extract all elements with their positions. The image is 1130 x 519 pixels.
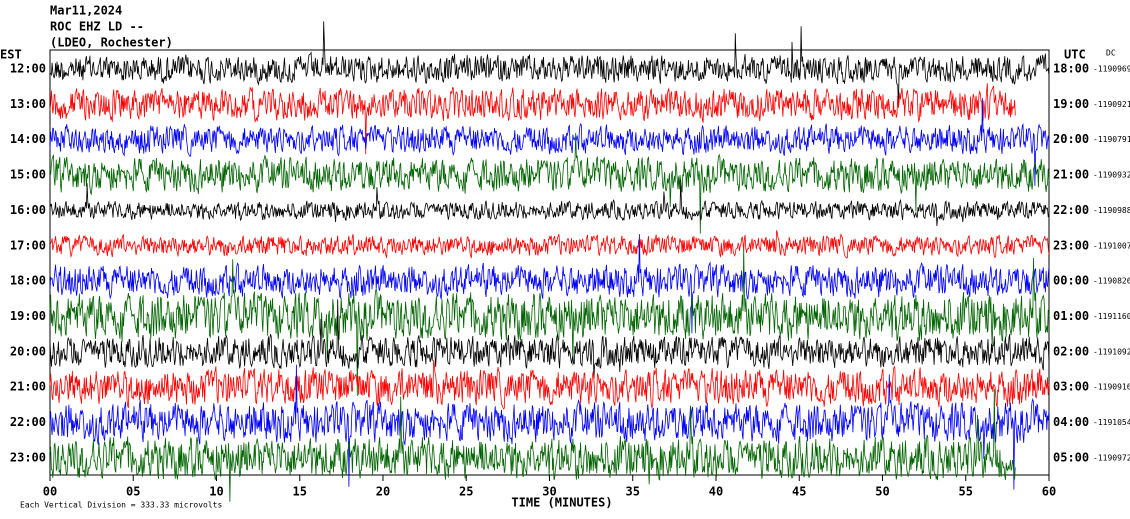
- x-tick-label: 00: [43, 485, 57, 499]
- dc-offset: -1190916: [1093, 383, 1130, 392]
- utc-label: 04:00: [1053, 415, 1089, 429]
- x-tick-label: 10: [209, 485, 223, 499]
- dc-offset: -1190826: [1093, 277, 1130, 286]
- trace: [49, 83, 1016, 155]
- est-label: 14:00: [10, 132, 46, 146]
- channel: ROC EHZ LD --: [50, 20, 144, 34]
- trace: [49, 98, 1050, 186]
- dc-offset: -1190969: [1093, 65, 1130, 74]
- dc-offset: -1191054: [1093, 418, 1130, 427]
- dc-offset: -1190972: [1093, 453, 1130, 462]
- est-label: 22:00: [10, 415, 46, 429]
- x-tick-label: 20: [376, 485, 390, 499]
- utc-label: 21:00: [1053, 168, 1089, 182]
- x-tick-label: 55: [959, 485, 973, 499]
- x-axis-label: TIME (MINUTES): [511, 496, 612, 510]
- x-tick-label: 60: [1042, 485, 1056, 499]
- utc-label: 05:00: [1053, 450, 1089, 464]
- dc-offset: -1190988: [1093, 206, 1130, 215]
- est-label: 13:00: [10, 97, 46, 111]
- utc-label: 00:00: [1053, 274, 1089, 288]
- est-label: 21:00: [10, 380, 46, 394]
- trace: [49, 230, 1050, 259]
- utc-label: 23:00: [1053, 238, 1089, 252]
- utc-label: 22:00: [1053, 203, 1089, 217]
- right-axis-label: UTC: [1064, 48, 1086, 62]
- utc-label: 03:00: [1053, 380, 1089, 394]
- est-label: 23:00: [10, 450, 46, 464]
- utc-label: 19:00: [1053, 97, 1089, 111]
- x-tick-label: 30: [542, 485, 556, 499]
- trace: [49, 299, 1050, 379]
- est-label: 17:00: [10, 238, 46, 252]
- utc-label: 01:00: [1053, 309, 1089, 323]
- trace: [49, 234, 1050, 334]
- est-label: 19:00: [10, 309, 46, 323]
- station: (LDEO, Rochester): [50, 36, 173, 50]
- trace: [49, 359, 1050, 410]
- dc-offset: -1191092: [1093, 347, 1130, 356]
- scale-note: Each Vertical Division = 333.33 microvol…: [20, 501, 222, 510]
- x-tick-label: 40: [709, 485, 723, 499]
- est-label: 20:00: [10, 344, 46, 358]
- dc-offset: -1190921: [1093, 100, 1130, 109]
- dc-offset: -1190791: [1093, 135, 1130, 144]
- chart-title: Mar11,2024: [50, 4, 122, 18]
- est-label: 18:00: [10, 274, 46, 288]
- dc-offset: -1190932: [1093, 171, 1130, 180]
- dc-offset: -1191007: [1093, 241, 1130, 250]
- trace: [49, 179, 1050, 227]
- trace: [49, 21, 1050, 107]
- utc-label: 18:00: [1053, 62, 1089, 76]
- trace: [49, 132, 1050, 234]
- est-label: 15:00: [10, 168, 46, 182]
- x-tick-label: 50: [875, 485, 889, 499]
- x-tick-label: 25: [459, 485, 473, 499]
- dc-label: DC: [1106, 49, 1116, 58]
- est-label: 16:00: [10, 203, 46, 217]
- x-tick-label: 45: [792, 485, 806, 499]
- left-axis-label: EST: [0, 48, 22, 62]
- x-tick-label: 15: [293, 485, 307, 499]
- trace: [49, 247, 1050, 397]
- est-label: 12:00: [10, 62, 46, 76]
- utc-label: 02:00: [1053, 344, 1089, 358]
- x-tick-label: 35: [626, 485, 640, 499]
- trace: [49, 389, 1016, 502]
- utc-label: 20:00: [1053, 132, 1089, 146]
- trace: [49, 364, 1050, 490]
- x-tick-label: 05: [126, 485, 140, 499]
- dc-offset: -1191160: [1093, 312, 1130, 321]
